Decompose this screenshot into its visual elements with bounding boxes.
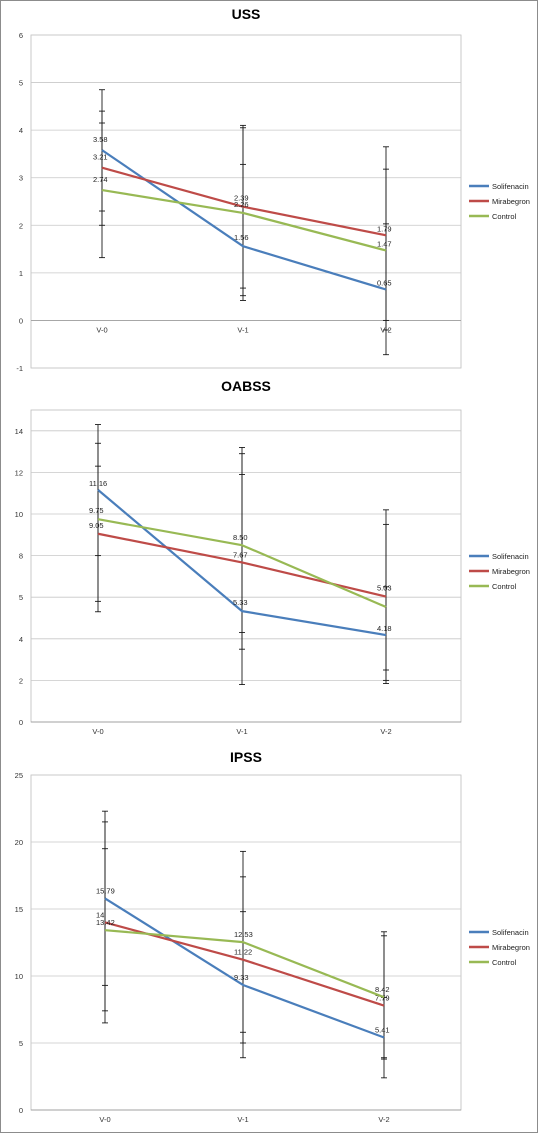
data-label: 9.75 (89, 506, 104, 515)
data-label: 5.33 (233, 598, 248, 607)
series-line-control (97, 518, 387, 608)
x-tick-label: V-1 (237, 1115, 248, 1124)
legend-label: Control (492, 958, 517, 967)
y-tick-label: 5 (19, 1039, 23, 1048)
data-label: 4.18 (377, 624, 392, 633)
plot-area (30, 409, 462, 723)
y-tick-label: 5 (19, 79, 23, 88)
chart-title: IPSS (230, 749, 262, 765)
data-label: 8.50 (233, 533, 248, 542)
legend-label: Control (492, 212, 517, 221)
x-tick-label: V-2 (380, 727, 391, 736)
data-label: 8.42 (375, 985, 390, 994)
legend-label: Mirabegron (492, 567, 530, 576)
y-tick-label: 25 (15, 771, 23, 780)
y-tick-label: -1 (16, 364, 23, 373)
uss-chart: USS-10123456V-0V-1V-23.581.560.653.212.3… (16, 6, 530, 373)
data-label: 1.79 (377, 224, 392, 233)
data-label: 3.58 (93, 135, 108, 144)
y-tick-label: 3 (19, 174, 23, 183)
data-label: 2.26 (234, 200, 249, 209)
x-tick-label: V-0 (96, 325, 107, 334)
legend-label: Solifenacin (492, 928, 529, 937)
data-label: 12.53 (234, 930, 253, 939)
data-label: 11.16 (89, 479, 107, 488)
series-line-mirabegron (101, 166, 387, 237)
y-tick-label: 2 (19, 676, 23, 685)
y-tick-label: 10 (15, 510, 23, 519)
legend-label: Solifenacin (492, 182, 529, 191)
y-tick-label: 0 (19, 718, 23, 727)
oabss-chart: OABSS 0 2 4 5 8 10 12 14 V-0 V-1 V-2 11.16 5.33 4.18 9.… (15, 378, 530, 736)
y-tick-label: 8 (19, 552, 23, 561)
data-label: 15.79 (96, 886, 115, 895)
data-label: 1.56 (234, 233, 249, 242)
y-tick-label: 20 (15, 838, 23, 847)
y-tick-label: 4 (19, 635, 23, 644)
data-label: 2.39 (234, 194, 249, 203)
data-label: 11.22 (234, 948, 252, 957)
series-line-solifenacin (104, 897, 385, 1039)
y-tick-label: 10 (15, 972, 23, 981)
data-label: 3.21 (93, 153, 108, 162)
series-line-solifenacin (97, 489, 387, 637)
data-label: 5.41 (375, 1026, 390, 1035)
series-line-control (101, 188, 387, 252)
x-tick-label: V-2 (378, 1115, 389, 1124)
y-tick-label: 15 (15, 905, 23, 914)
y-tick-label: 6 (19, 31, 23, 40)
legend-label: Solifenacin (492, 552, 529, 561)
x-tick-label: V-1 (237, 325, 248, 334)
y-tick-label: 2 (19, 221, 23, 230)
y-tick-label: 0 (19, 316, 23, 325)
y-tick-label: 14 (15, 427, 23, 436)
x-tick-label: V-1 (236, 727, 247, 736)
chart-title: USS (232, 6, 261, 22)
data-label: 0.65 (377, 279, 392, 288)
y-tick-label: 12 (15, 468, 23, 477)
data-label: 1.47 (377, 239, 392, 248)
data-label: 7.79 (375, 994, 390, 1003)
data-label: 2.74 (93, 175, 108, 184)
data-label: 7.67 (233, 550, 248, 559)
x-tick-label: V-0 (99, 1115, 110, 1124)
data-label: 13.42 (96, 918, 115, 927)
data-label: 14 (96, 910, 104, 919)
chart-title: OABSS (221, 378, 271, 394)
data-label: 5.03 (377, 584, 392, 593)
legend-label: Mirabegron (492, 197, 530, 206)
legend-label: Control (492, 582, 517, 591)
series-line-control (104, 929, 385, 999)
y-tick-label: 4 (19, 126, 23, 135)
series-line-solifenacin (101, 149, 387, 291)
legend-label: Mirabegron (492, 943, 530, 952)
x-tick-label: V-0 (92, 727, 103, 736)
data-label: 9.33 (234, 973, 249, 982)
ipss-chart: IPSS 0 5 10 15 20 25 V-0 V-1 V-2 15.79 9.33 5.41 14 11… (15, 749, 530, 1124)
y-tick-label: 1 (19, 269, 23, 278)
data-label: 9.05 (89, 521, 104, 530)
y-tick-label: 5 (19, 593, 23, 602)
y-tick-label: 0 (19, 1106, 23, 1115)
